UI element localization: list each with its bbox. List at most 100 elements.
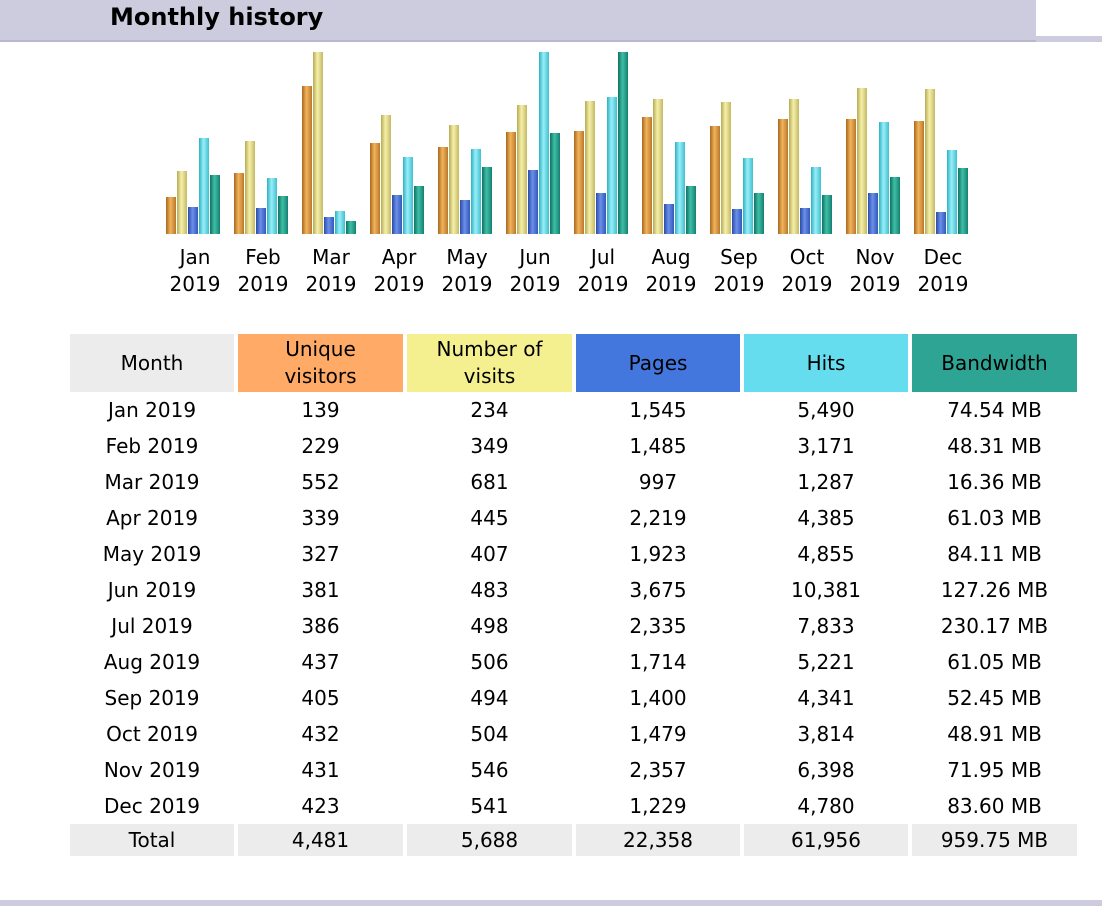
cell-visits: 546 (470, 758, 509, 782)
bar-visitors-feb (234, 173, 244, 234)
cell-unique-visitors: 432 (301, 722, 340, 746)
table-row: Nov 2019 431 546 2,357 6,398 71.95 MB (70, 752, 1077, 788)
cell-bandwidth: 61.03 MB (947, 506, 1042, 530)
section-title: Monthly history (110, 3, 324, 31)
bar-hits-apr (403, 157, 413, 234)
month-label-oct: Oct 2019 (781, 245, 833, 296)
bar-pages-aug (664, 204, 674, 234)
bar-visits-jan (177, 171, 187, 234)
bar-visits-nov (857, 88, 867, 234)
bar-visitors-jul (574, 131, 584, 234)
month-label-jul: Jul 2019 (577, 245, 629, 296)
cell-unique-visitors: 139 (301, 398, 340, 422)
table-row: Aug 2019 437 506 1,714 5,221 61.05 MB (70, 644, 1077, 680)
cell-bandwidth: 71.95 MB (947, 758, 1042, 782)
bar-visits-aug (653, 99, 663, 234)
cell-bandwidth: 83.60 MB (947, 794, 1042, 818)
cell-hits: 6,398 (797, 758, 855, 782)
bar-bandwidth-feb (278, 196, 288, 234)
cell-hits: 7,833 (797, 614, 855, 638)
bar-hits-sep (743, 158, 753, 234)
bar-pages-jul (596, 193, 606, 234)
bar-pages-apr (392, 195, 402, 234)
cell-hits: 4,855 (797, 542, 855, 566)
bar-pages-may (460, 200, 470, 234)
bar-visitors-mar (302, 86, 312, 234)
month-label-feb: Feb 2019 (237, 245, 289, 296)
cell-visits: 498 (470, 614, 509, 638)
bar-visits-jul (585, 101, 595, 234)
total-label: Total (70, 824, 234, 856)
cell-bandwidth: 16.36 MB (947, 470, 1042, 494)
cell-month: Feb 2019 (105, 434, 199, 458)
cell-bandwidth: 230.17 MB (940, 614, 1049, 638)
monthly-bar-chart (166, 52, 968, 234)
header-gap (1036, 0, 1102, 42)
cell-unique-visitors: 229 (301, 434, 340, 458)
table-row: Jun 2019 381 483 3,675 10,381 127.26 MB (70, 572, 1077, 608)
cell-visits: 483 (470, 578, 509, 602)
bar-visitors-jan (166, 197, 176, 234)
month-label-aug: Aug 2019 (645, 245, 697, 296)
cell-month: Jul 2019 (111, 614, 193, 638)
table-row: Oct 2019 432 504 1,479 3,814 48.91 MB (70, 716, 1077, 752)
cell-pages: 2,357 (629, 758, 687, 782)
bar-bandwidth-nov (890, 177, 900, 234)
bar-visitors-nov (846, 119, 856, 234)
total-hits: 61,956 (744, 824, 908, 856)
cell-unique-visitors: 423 (301, 794, 340, 818)
cell-hits: 1,287 (797, 470, 855, 494)
bar-pages-nov (868, 193, 878, 234)
month-label-nov: Nov 2019 (849, 245, 901, 296)
cell-bandwidth: 84.11 MB (947, 542, 1042, 566)
cell-bandwidth: 61.05 MB (947, 650, 1042, 674)
cell-month: Aug 2019 (103, 650, 201, 674)
bar-hits-dec (947, 150, 957, 234)
table-row: May 2019 327 407 1,923 4,855 84.11 MB (70, 536, 1077, 572)
bar-visits-dec (925, 89, 935, 234)
cell-pages: 1,229 (629, 794, 687, 818)
cell-visits: 349 (470, 434, 509, 458)
cell-hits: 4,385 (797, 506, 855, 530)
cell-month: Oct 2019 (106, 722, 198, 746)
bar-visits-jun (517, 105, 527, 234)
bar-pages-jan (188, 207, 198, 234)
cell-unique-visitors: 339 (301, 506, 340, 530)
bar-pages-sep (732, 209, 742, 234)
month-label-sep: Sep 2019 (713, 245, 765, 296)
col-pages-header: Pages (576, 334, 740, 392)
cell-month: Apr 2019 (106, 506, 198, 530)
table-row: Mar 2019 552 681 997 1,287 16.36 MB (70, 464, 1077, 500)
cell-month: Dec 2019 (104, 794, 200, 818)
cell-month: May 2019 (102, 542, 202, 566)
bar-visits-apr (381, 115, 391, 234)
table-total-row: Total 4,481 5,688 22,358 61,956 959.75 M… (70, 824, 1077, 856)
month-label-mar: Mar 2019 (305, 245, 357, 296)
cell-unique-visitors: 327 (301, 542, 340, 566)
bar-hits-jun (539, 52, 549, 234)
cell-month: Nov 2019 (103, 758, 201, 782)
cell-unique-visitors: 386 (301, 614, 340, 638)
month-label-jan: Jan 2019 (169, 245, 221, 296)
total-visits: 5,688 (407, 824, 572, 856)
bar-visits-may (449, 125, 459, 234)
bar-pages-dec (936, 212, 946, 234)
month-label-apr: Apr 2019 (373, 245, 425, 296)
bar-pages-feb (256, 208, 266, 234)
bar-bandwidth-oct (822, 195, 832, 234)
cell-pages: 1,479 (629, 722, 687, 746)
cell-visits: 407 (470, 542, 509, 566)
total-pages: 22,358 (576, 824, 740, 856)
col-unique-visitors-header: Unique visitors (238, 334, 403, 392)
cell-visits: 506 (470, 650, 509, 674)
cell-pages: 1,485 (629, 434, 687, 458)
bar-hits-aug (675, 142, 685, 234)
total-unique-visitors: 4,481 (238, 824, 403, 856)
bar-visits-sep (721, 102, 731, 234)
bar-visits-feb (245, 141, 255, 234)
cell-visits: 445 (470, 506, 509, 530)
cell-unique-visitors: 405 (301, 686, 340, 710)
bar-visitors-may (438, 147, 448, 234)
cell-pages: 997 (638, 470, 678, 494)
cell-pages: 1,923 (629, 542, 687, 566)
